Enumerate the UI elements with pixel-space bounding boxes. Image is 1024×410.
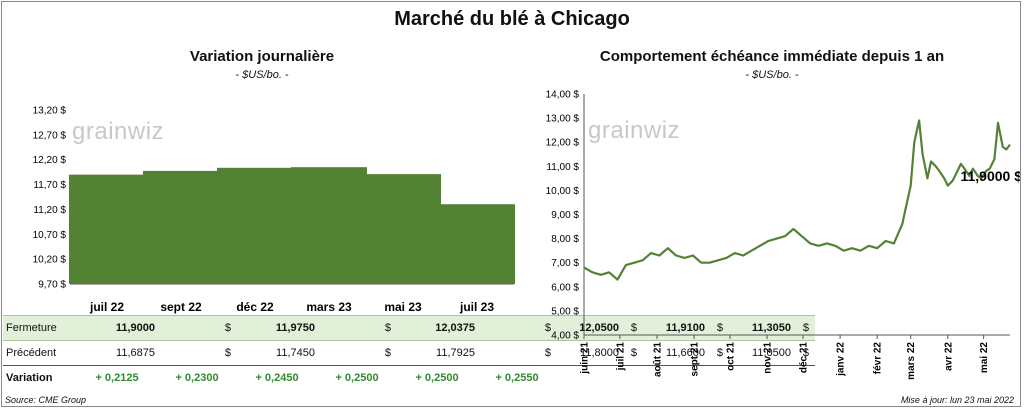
row-label: Variation: [6, 372, 53, 384]
currency-cell: $: [317, 315, 397, 341]
bar-chart: 9,70 $ 10,20 $ 10,70 $ 11,20 $ 11,70 $ 12,20 …: [33, 106, 515, 314]
x-tick-label: oct 21: [725, 342, 736, 371]
x-tick-label: nov 21: [763, 342, 774, 374]
quotes-table: Fermeture 11,9000 $11,9750 $12,0375 $12,0500…: [3, 315, 815, 390]
table-cell: 11,3050: [729, 315, 793, 341]
bar: [291, 167, 367, 284]
table-cell: 12,0500: [557, 315, 621, 341]
x-tick-label: juin 21: [580, 342, 591, 375]
currency-cell: $: [157, 340, 237, 366]
table-cell: 11,9750: [237, 315, 317, 341]
left-panel-title: Variation journalière: [189, 48, 335, 65]
table-cell: 11,6875: [77, 340, 157, 366]
currency-cell: $: [793, 340, 815, 366]
line-chart: 4,00 $ 5,00 $ 6,00 $ 7,00 $ 8,00 $ 9,00 $ 10,0…: [546, 90, 1021, 380]
currency-cell: $: [157, 315, 237, 341]
table-cell: 11,7925: [397, 340, 477, 366]
y-tick-label: 5,00 $: [551, 306, 579, 317]
y-tick-label: 10,20 $: [33, 255, 67, 266]
table-cell: 11,9000: [77, 315, 157, 341]
currency-cell: $: [477, 340, 557, 366]
bar: [69, 174, 145, 284]
y-tick-label: 13,00 $: [546, 114, 580, 125]
y-tick-label: 4,00 $: [551, 331, 579, 342]
y-tick-label: 12,70 $: [33, 130, 67, 141]
row-label: Fermeture: [3, 315, 77, 341]
currency-cell: $: [707, 340, 729, 366]
x-tick-label: août 21: [652, 342, 663, 377]
main-title: Marché du blé à Chicago: [394, 8, 630, 30]
currency-cell: $: [477, 315, 557, 341]
variation-cell: + 0,2500: [335, 372, 379, 384]
y-tick-label: 10,70 $: [33, 230, 67, 241]
table-cell: 11,8000: [557, 340, 621, 366]
y-tick-label: 11,00 $: [546, 162, 579, 173]
x-tick-label: mai 22: [979, 342, 990, 374]
right-panel-subtitle: - $US/bo. -: [745, 69, 799, 81]
variation-cell: + 0,2550: [495, 372, 539, 384]
x-category-label: sept 22: [160, 300, 202, 314]
x-category-label: mai 23: [384, 300, 422, 314]
y-tick-label: 12,00 $: [546, 138, 580, 149]
y-tick-label: 11,70 $: [33, 180, 66, 191]
logo-text: grainwiz: [72, 118, 165, 145]
right-panel-title: Comportement échéance immédiate depuis 1…: [599, 48, 945, 65]
variation-row: Variation + 0,2125 + 0,2300 + 0,2450 + 0,250…: [3, 366, 815, 391]
y-tick-label: 11,20 $: [33, 205, 66, 216]
variation-cell: + 0,2125: [95, 372, 139, 384]
grainwiz-logo-right: grainwiz: [588, 117, 680, 145]
table-cell: 11,0500: [729, 340, 793, 366]
x-tick-label: juil 21: [615, 342, 626, 372]
bar: [143, 170, 219, 284]
y-tick-label: 9,70 $: [38, 280, 66, 291]
x-tick-label: avr 22: [943, 342, 954, 371]
variation-cell: + 0,2450: [255, 372, 299, 384]
y-tick-label: 9,00 $: [551, 210, 579, 221]
y-tick-label: 13,20 $: [33, 106, 67, 117]
last-price-annotation: 11,9000 $: [960, 168, 1021, 184]
table-cell: 12,0375: [397, 315, 477, 341]
bar: [217, 167, 293, 284]
x-category-label: juil 23: [459, 300, 494, 314]
y-tick-label: 7,00 $: [551, 258, 579, 269]
previous-row: Précédent 11,6875 $11,7450 $11,7925 $11,8000…: [3, 340, 815, 366]
x-tick-label: janv 22: [836, 342, 847, 377]
y-tick-label: 6,00 $: [551, 282, 579, 293]
close-row: Fermeture 11,9000 $11,9750 $12,0375 $12,0500…: [3, 315, 815, 341]
variation-cell: + 0,2300: [175, 372, 219, 384]
row-label: Précédent: [3, 340, 77, 366]
variation-cell: + 0,2500: [415, 372, 459, 384]
grainwiz-logo: grainwiz: [72, 118, 164, 146]
currency-cell: $: [621, 340, 643, 366]
y-tick-label: 14,00 $: [546, 90, 580, 101]
x-tick-label: déc 21: [798, 342, 809, 374]
x-tick-label: sept 21: [690, 342, 701, 377]
update-note: Mise à jour: lun 23 mai 2022: [900, 395, 1014, 405]
x-tick-label: févr 22: [873, 342, 884, 375]
x-category-label: mars 23: [306, 300, 352, 314]
left-panel-subtitle: - $US/bo. -: [235, 69, 289, 81]
x-category-label: juil 22: [89, 300, 124, 314]
x-tick-label: mars 22: [906, 342, 917, 380]
y-tick-label: 12,20 $: [33, 155, 67, 166]
price-line: [583, 119, 1011, 281]
y-tick-label: 10,00 $: [546, 186, 580, 197]
source-note: Source: CME Group: [5, 395, 87, 405]
logo-text-right: grainwiz: [588, 117, 681, 144]
table-cell: 11,6600: [643, 340, 707, 366]
table-cell: 11,7450: [237, 340, 317, 366]
bar: [439, 204, 515, 284]
x-category-label: déc 22: [236, 300, 274, 314]
currency-cell: $: [317, 340, 397, 366]
bar: [365, 174, 441, 284]
y-tick-label: 8,00 $: [551, 234, 579, 245]
table-cell: 11,9100: [643, 315, 707, 341]
